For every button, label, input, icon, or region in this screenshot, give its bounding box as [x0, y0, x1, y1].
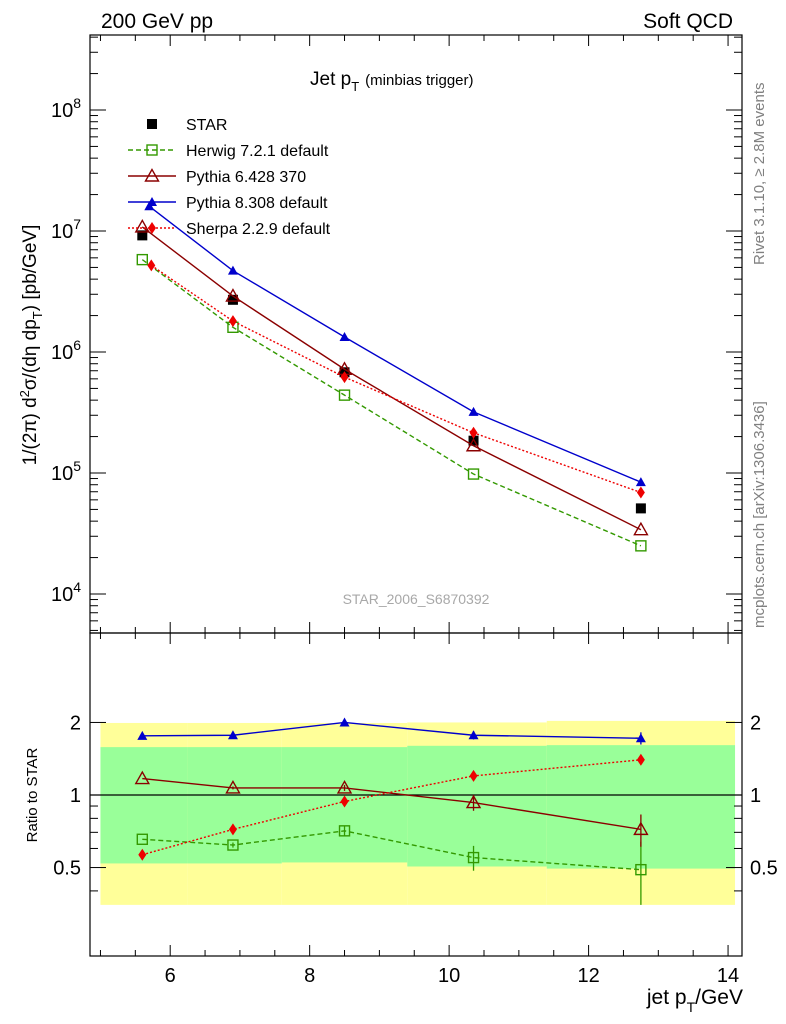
upper-sherpa-2-2-9-default-point — [469, 426, 478, 439]
upper-star-point — [137, 230, 148, 241]
ratio-sherpa-2-2-9-default-point — [138, 848, 147, 861]
ratio-herwig-7-2-1-default-point — [136, 833, 148, 845]
y-tick-label: 108 — [51, 95, 81, 122]
rivet-version-label: Rivet 3.1.10, ≥ 2.8M events — [751, 83, 768, 266]
upper-pythia-8-308-default-point — [339, 332, 350, 342]
legend-label: Pythia 8.308 default — [186, 195, 328, 212]
ratio-herwig-7-2-1-default-point — [467, 851, 480, 864]
upper-star-point — [635, 503, 646, 514]
band-1-sigma-bin — [187, 747, 282, 864]
ratio-pythia-8-308-default-point — [137, 730, 148, 740]
ratio-pythia-6-428-370-point — [225, 779, 241, 794]
legend-marker — [146, 144, 158, 156]
ratio-y-tick-label: 0.5 — [53, 858, 81, 880]
plot-title: Jet pT (minbias trigger) — [310, 69, 474, 94]
upper-herwig-7-2-1-default-point — [467, 468, 480, 480]
ratio-y-tick-label-right: 0.5 — [750, 858, 778, 880]
legend: STAR Herwig 7.2.1 default Pythia 6.428 370… — [128, 117, 331, 238]
ratio-sherpa-2-2-9-default-point — [469, 769, 478, 782]
legend-label: STAR — [186, 117, 227, 134]
legend-label: Herwig 7.2.1 default — [186, 143, 329, 160]
upper-pythia-8-308-default-point — [227, 265, 238, 275]
ratio-herwig-7-2-1-default-point — [227, 839, 239, 851]
upper-pythia-6-428-370-point — [465, 437, 482, 452]
ratio-pythia-8-308-default-point — [635, 733, 646, 743]
upper-sherpa-2-2-9-default-point — [340, 371, 349, 384]
ratio-y-tick-label: 2 — [70, 712, 81, 734]
upper-herwig-7-2-1-default-line — [141, 259, 642, 547]
upper-sherpa-2-2-9-default-point — [636, 486, 645, 499]
x-tick-label: 12 — [577, 965, 599, 987]
upper-pythia-6-428-370-point — [134, 219, 150, 233]
upper-herwig-7-2-1-default-point — [635, 540, 647, 552]
upper-sherpa-2-2-9-default-line — [150, 264, 642, 494]
x-tick-label: 8 — [304, 965, 315, 987]
y-tick-label: 107 — [51, 216, 81, 243]
upper-pythia-6-428-370-line — [141, 226, 642, 531]
ratio-y-axis-label: Ratio to STAR — [24, 747, 41, 842]
ratio-pythia-8-308-default-point — [468, 730, 479, 740]
ratio-panel-series — [134, 717, 649, 905]
upper-pythia-6-428-370-point — [225, 288, 241, 302]
upper-panel-series — [134, 201, 649, 552]
x-tick-label: 14 — [717, 965, 739, 987]
legend-marker — [148, 222, 156, 234]
ratio-uncertainty-bands — [100, 720, 736, 905]
upper-star-point — [227, 294, 238, 305]
upper-pythia-8-308-default-point — [468, 406, 479, 416]
ratio-y-tick-label-right: 2 — [750, 712, 761, 734]
ratio-pythia-6-428-370-point — [633, 821, 649, 836]
header-left: 200 GeV pp — [101, 10, 213, 33]
upper-pythia-6-428-370-point — [633, 521, 649, 536]
legend-label: Sherpa 2.2.9 default — [186, 221, 331, 238]
upper-herwig-7-2-1-default-point — [136, 253, 148, 266]
band-1-sigma-bin — [407, 745, 547, 867]
y-tick-label: 106 — [51, 337, 81, 364]
legend-marker — [147, 119, 157, 129]
ratio-herwig-7-2-1-default-point — [635, 863, 647, 876]
upper-pythia-8-308-default-point — [635, 477, 646, 487]
ratio-sherpa-2-2-9-default-point — [636, 753, 645, 766]
ratio-pythia-8-308-default-point — [339, 717, 350, 727]
ratio-sherpa-2-2-9-default-point — [228, 823, 237, 836]
ratio-pythia-6-428-370-point — [134, 770, 150, 785]
x-tick-label: 10 — [438, 965, 460, 987]
x-axis-label: jet pT/GeV — [646, 986, 743, 1015]
legend-marker — [147, 197, 157, 206]
source-label: mcplots.cern.ch [arXiv:1306.3436] — [751, 401, 768, 628]
legend-marker — [144, 168, 160, 182]
upper-sherpa-2-2-9-default-point — [228, 315, 237, 328]
ratio-pythia-6-428-370-point — [465, 794, 482, 809]
analysis-watermark: STAR_2006_S6870392 — [343, 591, 490, 607]
ratio-sherpa-2-2-9-default-point — [340, 795, 349, 808]
ratio-y-tick-label: 1 — [70, 785, 81, 807]
x-tick-label: 6 — [165, 965, 176, 987]
ratio-herwig-7-2-1-default-point — [338, 825, 351, 837]
upper-sherpa-2-2-9-default-point — [147, 259, 156, 272]
ratio-pythia-8-308-default-point — [227, 730, 238, 740]
y-tick-label: 104 — [51, 579, 81, 606]
ratio-y-tick-label-right: 1 — [750, 785, 761, 807]
header-right: Soft QCD — [643, 10, 733, 33]
upper-y-axis-label: 1/(2π) d2σ/(dη dpT) [pb/GeV] — [17, 225, 45, 466]
legend-label: Pythia 6.428 370 — [186, 169, 306, 186]
y-tick-label: 105 — [51, 458, 81, 485]
upper-herwig-7-2-1-default-point — [338, 389, 351, 401]
upper-star-point — [468, 435, 479, 446]
ratio-pythia-6-428-370-point — [336, 779, 353, 794]
upper-pythia-8-308-default-line — [148, 205, 642, 483]
